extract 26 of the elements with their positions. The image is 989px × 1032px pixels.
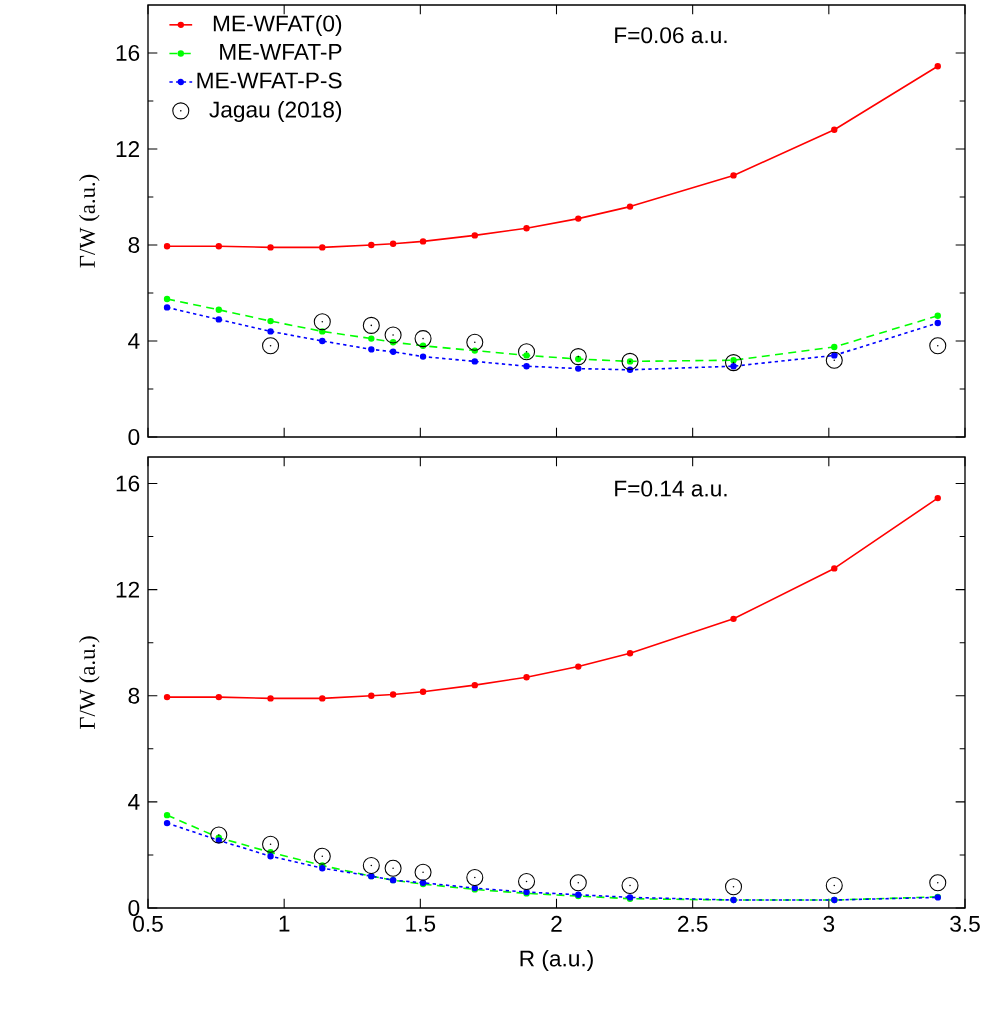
y-tick-label: 8 xyxy=(128,236,140,254)
y-tick-label: 8 xyxy=(128,687,140,704)
y-tick-label: 0 xyxy=(128,428,140,446)
x-tick-label: 3.5 xyxy=(950,915,980,932)
y-tick-label: 0 xyxy=(128,899,140,917)
y-tick-label: 4 xyxy=(128,794,140,810)
legend-label: ME-WFAT-P-S xyxy=(197,72,342,89)
y-tick-label: 16 xyxy=(116,475,140,492)
y-axis-title: Γ/W (a.u.) xyxy=(79,174,100,268)
x-tick-label: 0.5 xyxy=(133,915,163,932)
y-axis-title: Γ/W (a.u.) xyxy=(79,636,100,729)
legend-label: ME-WFAT(0) xyxy=(213,14,342,37)
y-tick-label: 4 xyxy=(128,333,140,349)
x-tick-label: 2.5 xyxy=(678,915,708,932)
x-tick-label: 1 xyxy=(279,915,290,932)
y-tick-label: 12 xyxy=(116,141,140,157)
x-tick-label: 1.5 xyxy=(406,915,436,932)
annotation: F=0.06 a.u. xyxy=(615,27,727,44)
y-tick-label: 16 xyxy=(116,44,140,62)
x-axis-title: R (a.u.) xyxy=(520,949,593,972)
x-tick-label: 3 xyxy=(823,915,835,932)
legend-label: Jagau (2018) xyxy=(209,100,342,123)
y-tick-label: 12 xyxy=(116,581,140,598)
legend-label: ME-WFAT-P xyxy=(220,44,342,60)
x-tick-label: 2 xyxy=(551,915,562,932)
annotation: F=0.14 a.u. xyxy=(615,480,727,497)
